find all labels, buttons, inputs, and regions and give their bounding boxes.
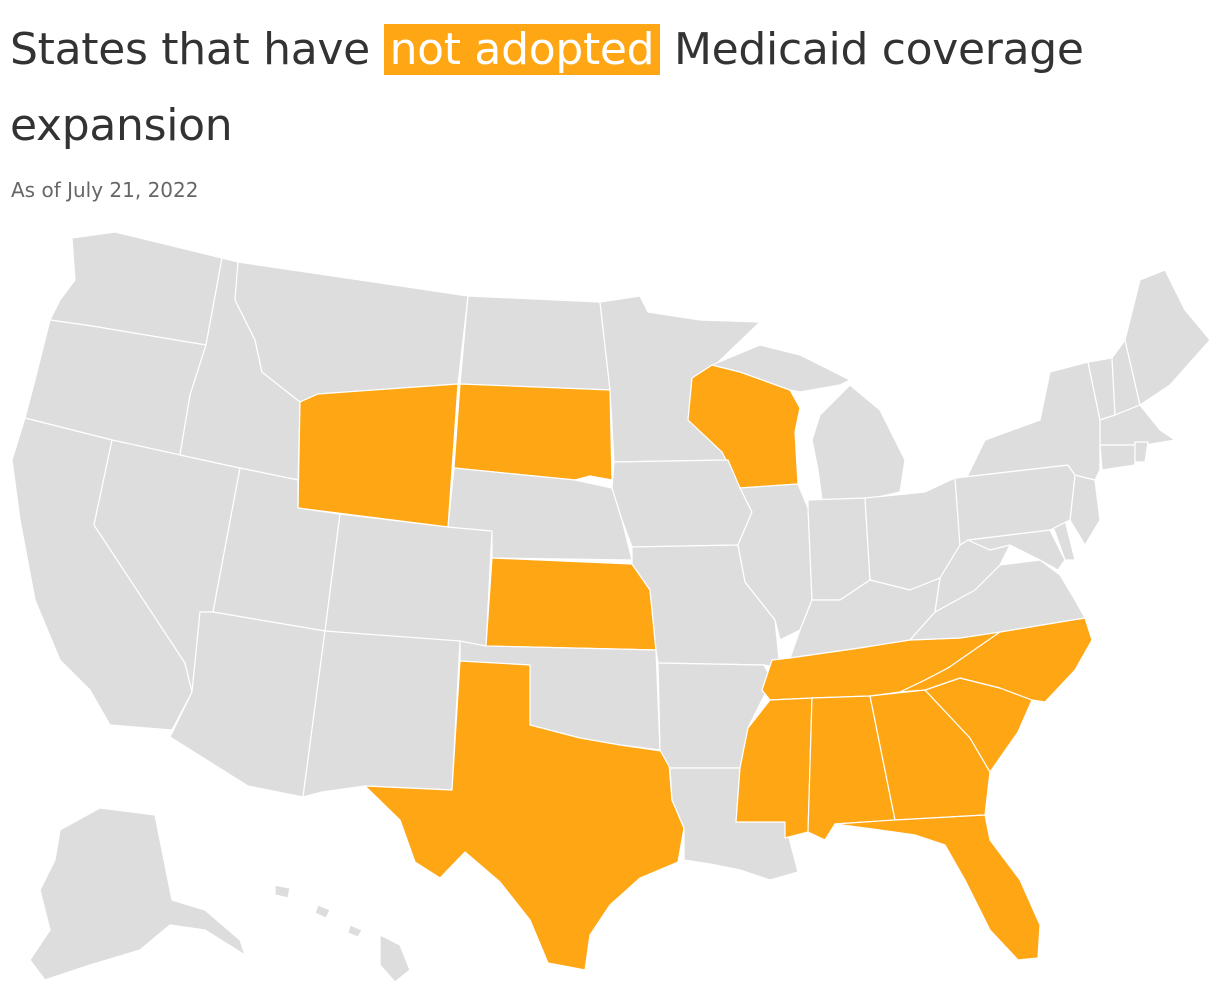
chart-subtitle: As of July 21, 2022 <box>11 178 199 202</box>
title-before: States that have <box>10 24 384 75</box>
state-TX <box>364 660 685 971</box>
state-MD <box>967 529 1066 571</box>
state-SD <box>453 383 613 481</box>
state-NJ <box>1069 474 1101 546</box>
state-KS <box>485 557 657 651</box>
state-FL <box>834 814 1041 961</box>
state-HI <box>274 884 411 983</box>
state-WY <box>297 383 459 528</box>
state-CO <box>324 513 493 647</box>
title-highlight: not adopted <box>383 24 661 75</box>
state-IN <box>807 497 871 601</box>
title-after: Medicaid coverage expansion <box>10 24 1084 151</box>
chart-title: States that have not adopted Medicaid co… <box>10 12 1210 164</box>
state-RI <box>1134 441 1149 463</box>
state-IL <box>737 483 813 641</box>
state-NM <box>302 630 461 798</box>
state-NY <box>954 361 1101 481</box>
state-ND <box>459 295 611 391</box>
state-CT <box>1099 444 1136 471</box>
state-ME <box>1124 269 1211 406</box>
state-IA <box>611 459 753 548</box>
state-AK <box>29 807 246 981</box>
